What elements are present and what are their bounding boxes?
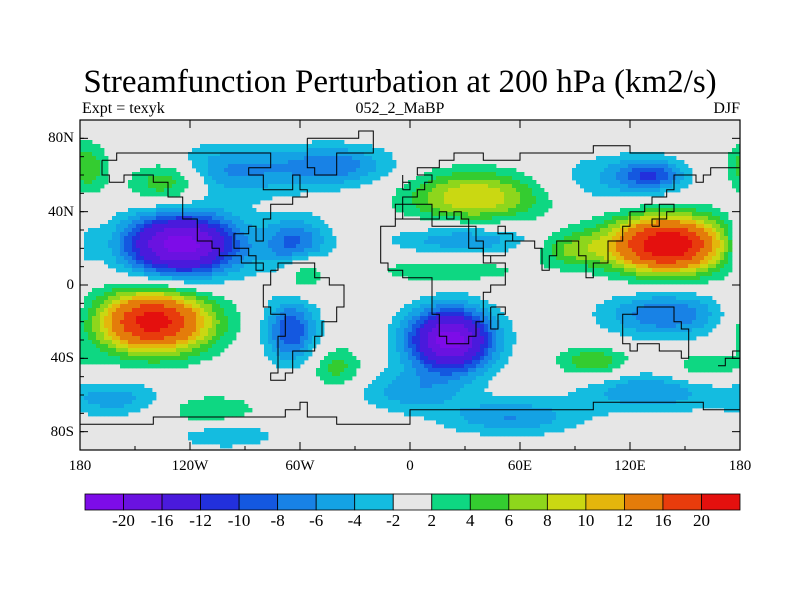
colorbar-label: -6 <box>309 511 324 530</box>
south-america-coast <box>262 262 345 381</box>
colorbar-label: -16 <box>150 511 174 530</box>
lon-label: 60E <box>507 458 533 474</box>
lon-label: 180 <box>68 458 92 474</box>
colorbar-swatch <box>662 493 702 511</box>
lat-label: 80N <box>48 130 74 147</box>
colorbar-label: 8 <box>543 511 552 530</box>
colorbar-swatch <box>508 493 548 511</box>
coastlines <box>80 130 741 425</box>
colorbar-label: -12 <box>189 511 212 530</box>
colorbar-swatch <box>161 493 201 511</box>
colorbar-label: -2 <box>386 511 401 530</box>
colorbar-label: -20 <box>112 511 135 530</box>
colorbar-swatch <box>200 493 240 511</box>
colorbar-swatch <box>392 493 433 511</box>
antarctica-coast <box>80 401 741 425</box>
lon-label: 120E <box>614 458 646 474</box>
colorbar-label: -10 <box>227 511 251 530</box>
colorbar-swatch <box>469 493 510 511</box>
lat-label: 40S <box>50 350 74 367</box>
colorbar-label: 12 <box>615 511 633 530</box>
page-title: Streamfunction Perturbation at 200 hPa (… <box>83 64 717 100</box>
japan-coast <box>651 203 675 227</box>
season-label: DJF <box>713 100 740 117</box>
axis-ticks <box>79 120 741 450</box>
colorbar-label: 4 <box>466 511 475 530</box>
north-america-coast <box>101 152 308 271</box>
colorbar-label: 2 <box>427 511 437 530</box>
colorbar-swatch <box>123 493 163 511</box>
lon-label: 120W <box>171 458 209 474</box>
lon-label: 180 <box>728 458 752 474</box>
colorbar-label: 16 <box>654 511 672 530</box>
colorbar-label: -4 <box>347 511 362 530</box>
colorbar-swatch <box>238 493 279 511</box>
streamfunction-field <box>80 120 741 450</box>
colorbar-label: -8 <box>270 511 285 530</box>
colorbar <box>84 493 741 511</box>
colorbar-swatch <box>546 493 587 511</box>
colorbar-swatch <box>431 493 471 511</box>
colorbar-label: 6 <box>504 511 514 530</box>
lat-label: 40N <box>48 203 74 220</box>
colorbar-label: 20 <box>692 511 710 530</box>
experiment-label: Expt = texyk <box>82 100 165 117</box>
colorbar-label: 10 <box>577 511 595 530</box>
lat-label: 80S <box>50 423 74 440</box>
lon-label: 60W <box>285 458 315 474</box>
australia-coast <box>622 306 690 359</box>
colorbar-swatch <box>624 493 664 511</box>
colorbar-swatch <box>354 493 394 511</box>
colorbar-swatch <box>277 493 317 511</box>
lon-label: 0 <box>406 458 414 474</box>
colorbar-swatch <box>585 493 625 511</box>
case-label: 052_2_MaBP <box>355 100 445 117</box>
eurasia-coast <box>394 145 741 279</box>
colorbar-swatch <box>84 493 124 511</box>
colorbar-swatch <box>315 493 356 511</box>
africa-coast <box>380 218 506 345</box>
madagascar-coast <box>490 306 506 330</box>
colorbar-swatch <box>701 493 741 511</box>
british-isles-coast <box>402 175 411 191</box>
greenland-coast <box>306 130 374 176</box>
lat-label: 0 <box>66 277 75 293</box>
